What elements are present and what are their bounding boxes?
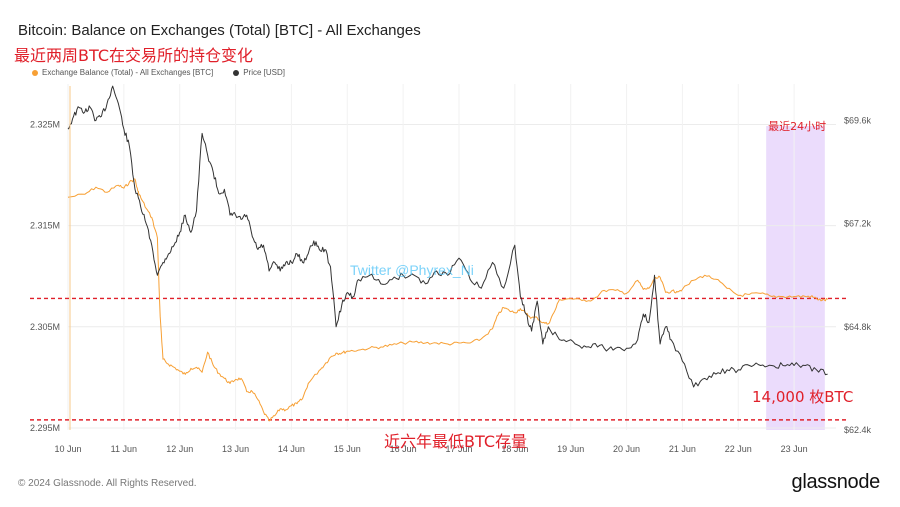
y-left-tick-label: 2.325M: [30, 119, 60, 129]
last-24h-highlight: [766, 126, 825, 430]
watermark-text: Twitter @Phyrex_Ni: [350, 262, 474, 278]
legend-dot-balance-icon: [32, 69, 38, 76]
x-tick-label: 17 Jun: [445, 444, 472, 454]
chart-legend: Exchange Balance (Total) - All Exchanges…: [32, 68, 285, 77]
glassnode-logo: glassnode: [791, 471, 881, 493]
legend-label-balance: Exchange Balance (Total) - All Exchanges…: [42, 68, 214, 77]
y-left-tick-label: 2.295M: [30, 423, 60, 433]
legend-item-balance[interactable]: Exchange Balance (Total) - All Exchanges…: [32, 68, 213, 77]
x-tick-label: 15 Jun: [334, 444, 361, 454]
y-right-tick-label: $62.4k: [844, 425, 872, 435]
annotation-amount: 14,000 枚BTC: [752, 388, 853, 406]
chart-title: Bitcoin: Balance on Exchanges (Total) [B…: [18, 22, 421, 39]
y-right-tick-label: $64.8k: [844, 322, 872, 332]
y-left-tick-label: 2.305M: [30, 322, 60, 332]
x-tick-label: 19 Jun: [557, 444, 584, 454]
y-right-tick-label: $67.2k: [844, 219, 872, 229]
annotation-lowest: 近六年最低BTC存量: [384, 432, 527, 451]
x-tick-label: 20 Jun: [613, 444, 640, 454]
x-tick-label: 12 Jun: [166, 444, 193, 454]
series-line-price: [67, 85, 828, 388]
x-tick-label: 13 Jun: [222, 444, 249, 454]
x-tick-label: 10 Jun: [54, 444, 81, 454]
copyright-text: © 2024 Glassnode. All Rights Reserved.: [18, 478, 197, 489]
x-tick-label: 16 Jun: [390, 444, 417, 454]
annotation-title: 最近两周BTC在交易所的持仓变化: [14, 46, 253, 65]
x-tick-label: 23 Jun: [781, 444, 808, 454]
x-tick-label: 14 Jun: [278, 444, 305, 454]
x-tick-label: 21 Jun: [669, 444, 696, 454]
x-tick-label: 18 Jun: [501, 444, 528, 454]
series-line-balance: [67, 178, 828, 422]
x-tick-label: 22 Jun: [725, 444, 752, 454]
legend-dot-price-icon: [233, 69, 240, 76]
y-right-tick-label: $69.6k: [844, 116, 872, 126]
y-left-tick-label: 2.315M: [30, 221, 60, 231]
legend-label-price: Price [USD]: [243, 68, 285, 77]
legend-item-price[interactable]: Price [USD]: [233, 68, 285, 77]
annotation-last-24h: 最近24小时: [768, 120, 826, 133]
x-tick-label: 11 Jun: [111, 444, 137, 454]
